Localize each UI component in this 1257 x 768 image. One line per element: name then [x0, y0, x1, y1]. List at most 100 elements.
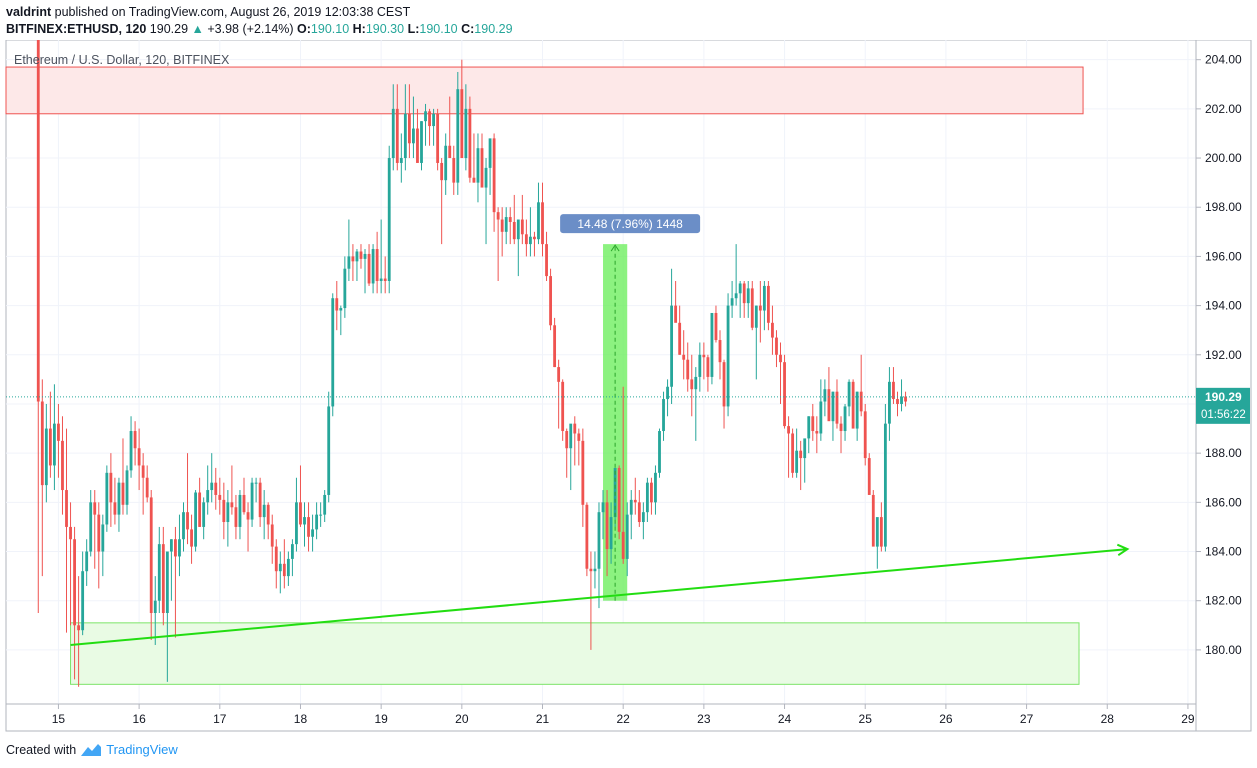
candle-body	[141, 465, 145, 478]
tradingview-brand[interactable]: TradingView	[106, 742, 178, 757]
candle-body	[387, 158, 391, 282]
candle-body	[169, 539, 173, 552]
candle-body	[863, 411, 867, 459]
high-value: 190.30	[365, 22, 405, 36]
grid	[6, 40, 1196, 704]
candle-body	[504, 217, 508, 232]
price-chart[interactable]: 14.48 (7.96%) 1448 15 16 17 18 19 20 21 22 23 24 2…	[0, 40, 1257, 740]
candle-body	[250, 482, 254, 520]
x-tick-label: 23	[697, 712, 711, 726]
up-arrow-icon: ▲	[191, 22, 204, 36]
candle-body	[750, 288, 754, 328]
candle-body	[416, 128, 419, 163]
candle-body	[242, 494, 246, 513]
footer: Created with TradingView	[6, 742, 178, 757]
measure-label-box	[560, 214, 701, 234]
candle-body	[85, 551, 89, 572]
x-tick-label: 28	[1101, 712, 1115, 726]
candle-body	[315, 514, 319, 530]
candle-body	[883, 423, 887, 547]
candle-body	[791, 433, 795, 473]
candle-body	[93, 502, 97, 515]
candle-body	[476, 148, 480, 183]
candle-body	[428, 111, 431, 127]
candle-body	[557, 367, 561, 382]
x-tick-label: 25	[859, 712, 873, 726]
candle-body	[202, 502, 206, 527]
candle-body	[585, 504, 589, 569]
candle-body	[153, 600, 157, 614]
candle-body	[44, 428, 48, 486]
candle-body	[444, 145, 448, 181]
candle-body	[61, 440, 64, 491]
candle-body	[460, 89, 464, 159]
candle-body	[214, 482, 218, 495]
candle-body	[629, 499, 633, 515]
candle-body	[399, 158, 403, 163]
candle-body	[363, 253, 367, 259]
support-zone	[70, 622, 1080, 685]
candle-body	[331, 298, 335, 407]
candle-body	[89, 502, 93, 552]
candle-body	[218, 494, 222, 500]
candle-body	[492, 138, 496, 213]
open-value: 190.10	[310, 22, 350, 36]
candle-body	[714, 312, 718, 341]
candle-body	[65, 490, 68, 527]
candle-body	[706, 357, 710, 377]
candle-body	[149, 497, 153, 614]
candle-body	[178, 539, 181, 557]
candle-body	[311, 529, 314, 537]
bar-countdown-label: 01:56:22	[1201, 409, 1246, 421]
published-text: published on TradingView.com, August 26,…	[54, 5, 411, 19]
candle-body	[278, 563, 282, 572]
candle-body	[835, 391, 839, 424]
y-tick-label: 184.00	[1205, 545, 1242, 559]
open-label: O:	[297, 22, 311, 36]
candle-body	[262, 504, 266, 518]
candle-body	[658, 431, 661, 473]
candle-body	[569, 423, 573, 449]
measure-arrow-head	[610, 244, 620, 252]
candle-body	[113, 502, 117, 515]
candle-body	[391, 108, 395, 159]
candle-body	[69, 526, 72, 540]
candle-body	[432, 113, 436, 127]
candle-body	[537, 202, 540, 240]
candle-body	[650, 482, 653, 503]
candle-body	[464, 108, 468, 159]
candle-body	[206, 490, 210, 503]
candle-body	[161, 544, 165, 614]
candle-body	[565, 431, 569, 449]
trendline	[70, 548, 1128, 646]
y-tick-label: 180.00	[1205, 643, 1242, 657]
candle-body	[266, 504, 270, 525]
candle-body	[81, 571, 85, 631]
candle-body	[48, 428, 52, 466]
candle-body	[662, 399, 665, 432]
candle-body	[440, 162, 444, 181]
candle-body	[710, 312, 714, 377]
symbol-label: BITFINEX:ETHUSD, 120	[6, 22, 147, 36]
candle-body	[375, 249, 379, 282]
candle-body	[819, 401, 823, 434]
candle-body	[573, 423, 577, 434]
candle-body	[811, 416, 815, 432]
candle-body	[609, 517, 613, 550]
candle-body	[343, 268, 347, 309]
candle-body	[367, 253, 371, 284]
author-name[interactable]: valdrint	[6, 5, 52, 19]
candle-body	[533, 236, 536, 240]
candle-body	[637, 502, 641, 523]
candle-body	[246, 512, 250, 520]
candle-body	[758, 305, 762, 311]
candle-body	[827, 389, 831, 422]
candle-body	[807, 416, 811, 439]
y-tick-label: 204.00	[1205, 53, 1242, 67]
candle-body	[847, 381, 851, 407]
candle-body	[424, 111, 427, 122]
candle-body	[412, 128, 415, 144]
measure-label: 14.48 (7.96%) 1448	[577, 217, 683, 231]
x-tick-label: 16	[132, 712, 146, 726]
resistance-zone	[5, 66, 1084, 115]
